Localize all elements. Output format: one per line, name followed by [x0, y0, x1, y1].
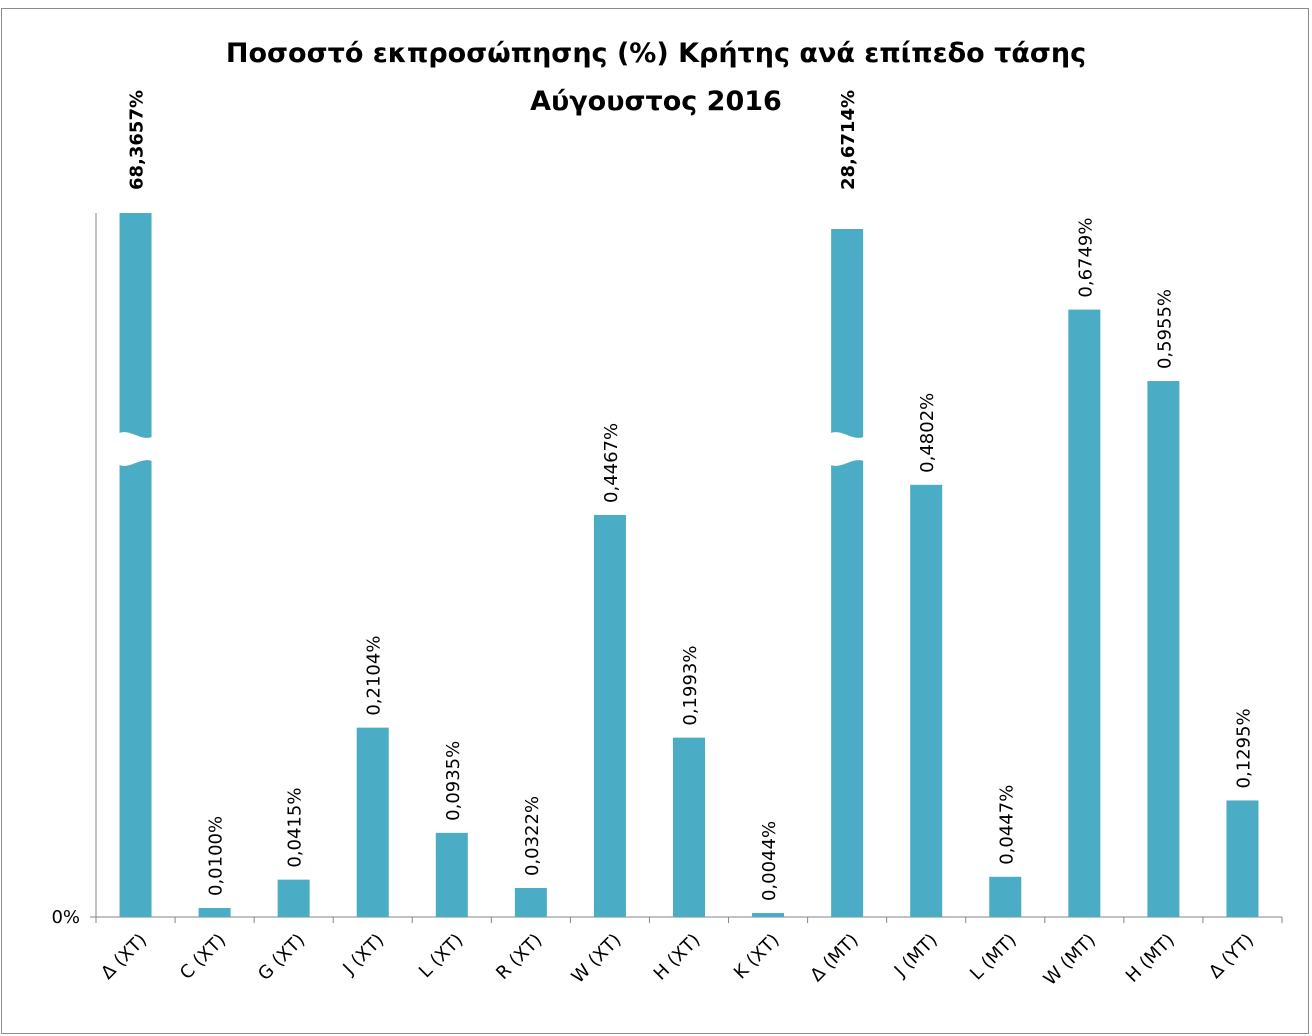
x-tick-label: L (ΜΤ)	[966, 930, 1021, 985]
data-label: 0,1993%	[680, 646, 701, 726]
bar	[752, 913, 785, 917]
data-label: 0,0100%	[206, 816, 227, 896]
data-label: 0,0447%	[996, 785, 1017, 865]
bar	[673, 737, 705, 917]
bar	[356, 727, 389, 917]
data-label: 0,1295%	[1233, 708, 1254, 788]
data-label: 0,2104%	[364, 636, 385, 716]
y-tick-label: 0%	[51, 907, 80, 928]
bar	[989, 876, 1022, 917]
chart-title: Ποσοστό εκπροσώπησης (%) Κρήτης ανά επίπ…	[225, 38, 1087, 69]
bar	[910, 484, 943, 917]
x-tick-label: Δ (ΥΤ)	[1205, 930, 1258, 983]
data-label: 0,6749%	[1075, 217, 1096, 297]
x-tick-label: Δ (ΜΤ)	[806, 930, 862, 986]
x-tick-label: H (ΜΤ)	[1122, 930, 1179, 987]
data-label: 0,0322%	[522, 796, 543, 876]
bar	[1147, 381, 1180, 917]
bar	[514, 888, 547, 917]
x-tick-label: C (ΧΤ)	[176, 930, 230, 984]
bar	[831, 229, 864, 917]
bar	[593, 514, 626, 917]
x-tick-label: R (ΧΤ)	[492, 930, 546, 984]
data-label: 68,3657%	[127, 90, 148, 190]
data-label: 0,4802%	[917, 393, 938, 473]
bar	[277, 879, 310, 917]
x-tick-label: W (ΜΤ)	[1040, 930, 1100, 990]
axis-break-symbol	[827, 432, 868, 466]
data-label: 0,0044%	[759, 821, 780, 901]
x-tick-label: H (ΧΤ)	[650, 930, 705, 985]
x-tick-label: J (ΜΤ)	[890, 930, 942, 982]
x-tick-label: W (ΧΤ)	[568, 930, 626, 988]
data-label: 0,0415%	[285, 788, 306, 868]
x-tick-label: K (ΧΤ)	[730, 930, 784, 984]
bar	[119, 213, 152, 917]
x-tick-label: G (ΧΤ)	[254, 930, 309, 985]
chart-subtitle: Αύγουστος 2016	[530, 86, 782, 117]
axis-break-symbol	[115, 432, 156, 466]
bar	[198, 908, 231, 917]
x-tick-label: L (ΧΤ)	[415, 930, 467, 982]
data-label: 0,4467%	[601, 423, 622, 503]
bar	[1068, 309, 1101, 918]
x-tick-label: Δ (ΧΤ)	[97, 930, 151, 984]
bar	[435, 832, 468, 917]
data-label: 28,6714%	[838, 90, 859, 190]
data-label: 0,5955%	[1154, 289, 1175, 369]
data-label: 0,0935%	[443, 741, 464, 821]
x-tick-label: J (ΧΤ)	[338, 930, 388, 980]
bar	[1226, 800, 1259, 917]
